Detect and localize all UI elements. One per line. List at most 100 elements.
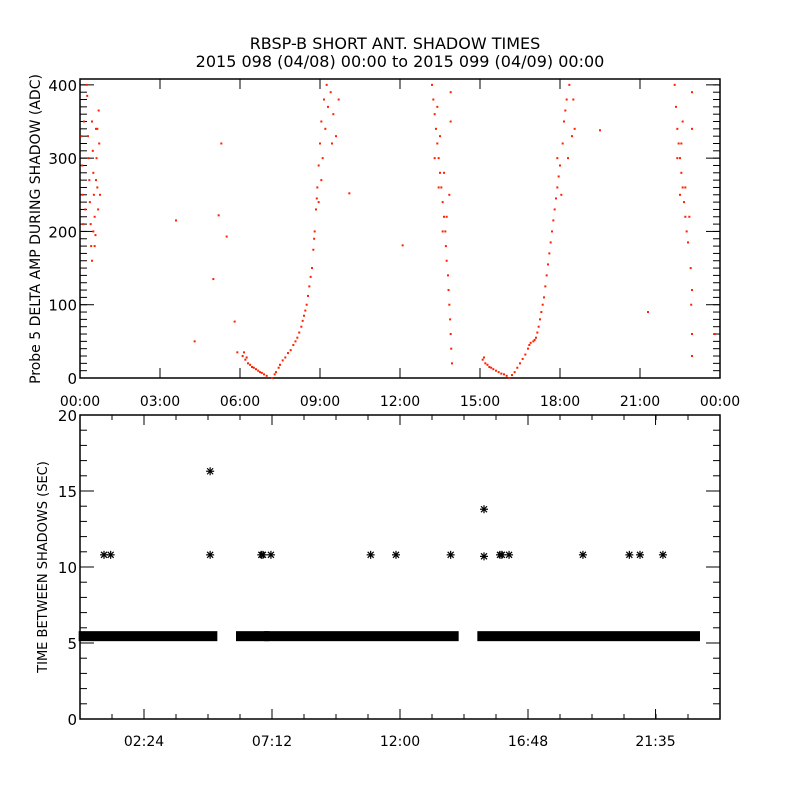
data-point: [93, 245, 96, 248]
data-point: [281, 359, 284, 362]
x-tick-label: 16:48: [508, 734, 548, 750]
data-point: [324, 127, 327, 130]
baseline-run: [264, 631, 459, 642]
data-point: [516, 366, 519, 369]
data-point: [279, 363, 281, 366]
data-point: [95, 127, 97, 130]
data-point: [91, 120, 93, 123]
data-point: [443, 215, 445, 218]
data-point: [561, 142, 564, 145]
data-point: [292, 344, 295, 347]
data-point: [676, 157, 679, 160]
data-point: [255, 368, 257, 371]
data-point: [80, 135, 83, 138]
data-point: [260, 371, 263, 374]
data-point: [316, 186, 319, 189]
data-point: [236, 351, 239, 354]
data-point: [317, 201, 320, 204]
data-point: [301, 319, 304, 322]
data-point: [691, 333, 693, 336]
data-point: [578, 550, 587, 559]
x-tick-label: 21:35: [635, 734, 675, 750]
y-tick-label: 20: [58, 407, 77, 425]
data-point: [331, 142, 333, 145]
data-point: [545, 274, 548, 277]
data-point: [85, 83, 88, 86]
data-point: [687, 241, 689, 244]
data-point: [505, 550, 514, 559]
data-point: [446, 550, 455, 559]
data-point: [95, 179, 97, 182]
data-point: [220, 142, 223, 145]
top-panel: 00:00 03:00 06:00 09:00 12:00 15:00 18:00 21:00…: [28, 74, 740, 410]
data-point: [444, 245, 447, 248]
data-point: [94, 234, 97, 237]
data-point: [275, 371, 277, 374]
data-point: [490, 366, 493, 369]
data-point: [673, 83, 676, 86]
data-point: [563, 120, 565, 123]
data-point: [679, 157, 681, 160]
data-point: [444, 230, 447, 233]
data-point: [555, 197, 557, 200]
data-point: [309, 275, 312, 278]
data-point: [325, 83, 328, 86]
data-point: [313, 230, 316, 233]
data-point: [97, 208, 100, 211]
data-point: [539, 318, 541, 321]
data-point: [259, 371, 261, 374]
data-point: [320, 120, 323, 123]
data-point: [91, 259, 93, 262]
data-point: [91, 149, 94, 152]
data-point: [329, 91, 332, 94]
data-point: [175, 219, 177, 222]
data-point: [312, 248, 315, 251]
data-point: [679, 193, 681, 196]
data-point: [308, 285, 311, 288]
data-point: [300, 325, 303, 328]
data-point: [106, 550, 115, 559]
data-point: [320, 179, 323, 182]
data-point: [524, 353, 527, 356]
data-point: [528, 344, 531, 347]
data-point: [241, 355, 244, 358]
y-tick-label: 200: [48, 223, 77, 241]
data-point: [92, 230, 95, 233]
bottom-panel: 02:24 07:12 12:00 16:48 21:35 0 5 10 15 20 TIME B…: [36, 407, 721, 750]
data-point: [688, 215, 691, 218]
data-point: [450, 347, 453, 350]
data-point: [447, 274, 449, 277]
data-point: [212, 278, 215, 281]
data-point: [298, 331, 301, 334]
data-point: [676, 127, 679, 130]
data-point: [441, 230, 444, 233]
data-point: [560, 193, 563, 196]
data-point: [483, 356, 485, 359]
data-point: [556, 186, 559, 189]
data-point: [98, 142, 101, 145]
data-point: [321, 157, 324, 160]
y-tick-label: 400: [48, 77, 77, 95]
data-point: [529, 341, 532, 344]
data-point: [685, 230, 688, 233]
data-point: [691, 289, 693, 292]
data-point: [492, 368, 495, 371]
data-point: [431, 83, 433, 86]
data-point: [681, 120, 684, 123]
data-point: [540, 311, 543, 314]
data-point: [87, 135, 89, 138]
x-tick-label: 00:00: [60, 394, 100, 410]
data-point: [287, 352, 289, 355]
data-point: [484, 362, 487, 365]
data-point: [257, 369, 260, 372]
data-point: [449, 333, 452, 336]
data-point: [511, 374, 513, 377]
y-tick-label: 0: [67, 370, 77, 388]
data-point: [537, 325, 540, 328]
data-point: [206, 550, 215, 559]
chart-subtitle: 2015 098 (04/08) 00:00 to 2015 099 (04/0…: [196, 52, 605, 71]
data-point: [599, 129, 601, 132]
data-point: [677, 142, 680, 145]
data-point: [89, 223, 92, 226]
